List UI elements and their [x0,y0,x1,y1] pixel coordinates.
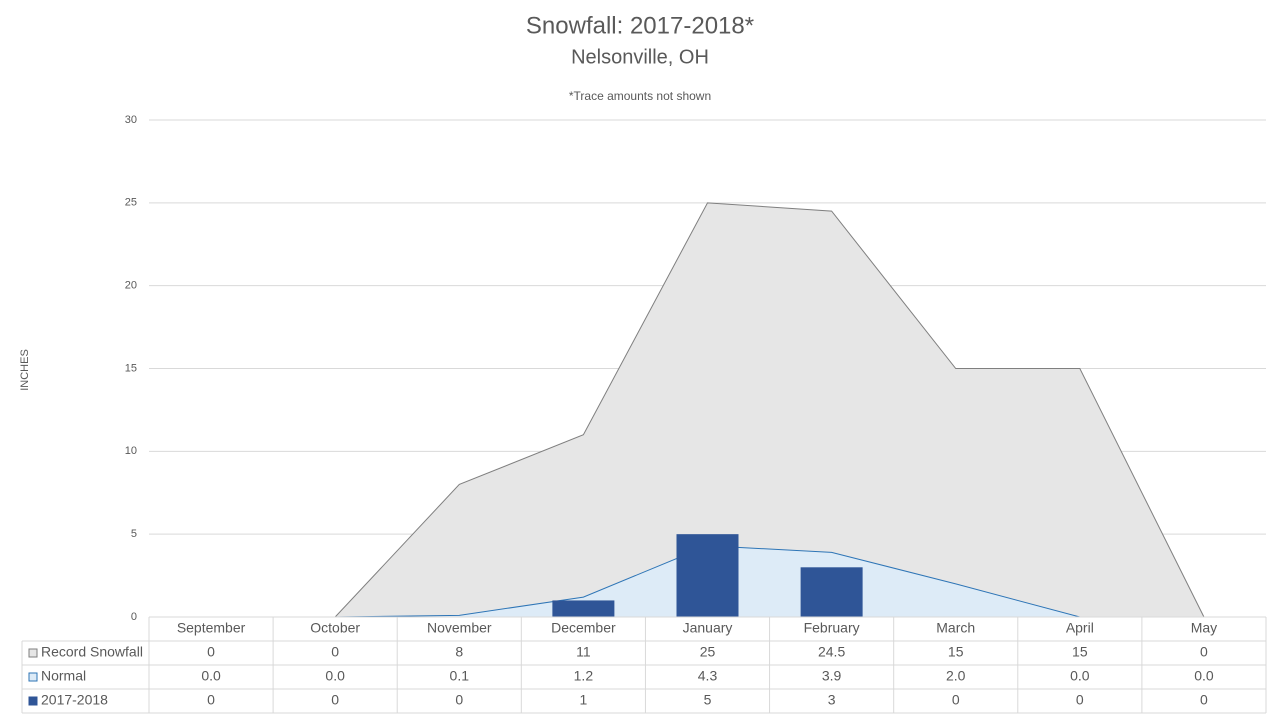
x-tick-label: September [177,620,246,636]
y-tick-label: 5 [131,528,137,540]
legend-swatch [28,672,38,682]
data-table-value: 0.1 [450,668,470,684]
legend-swatch [28,648,38,658]
chart-title: Snowfall: 2017-2018* [526,12,754,39]
legend-label: Record Snowfall [41,644,143,660]
area [211,202,1204,618]
data-table-value: 3.9 [822,668,842,684]
x-tick-label: May [1191,620,1217,636]
data-table-value: 0 [952,692,960,708]
data-table-value: 0.0 [201,668,221,684]
data-table-value: 0 [1076,692,1084,708]
data-table-value: 15 [1072,644,1088,660]
x-tick-label: January [683,620,733,636]
data-table-value: 0.0 [325,668,345,684]
chart-note: *Trace amounts not shown [569,89,711,103]
data-table-value: 3 [828,692,836,708]
x-tick-label: March [936,620,975,636]
y-axis-title: INCHES [19,349,31,391]
data-table-value: 4.3 [698,668,718,684]
y-tick-label: 10 [125,445,137,457]
data-table-value: 11 [576,644,591,660]
data-table-value: 2.0 [946,668,966,684]
data-table-value: 0 [1200,692,1208,708]
data-table-value: 0 [207,692,215,708]
y-tick-label: 20 [125,280,137,292]
legend-swatch [28,696,38,706]
x-tick-label: February [804,620,860,636]
data-table-value: 8 [455,644,463,660]
y-tick-label: 0 [131,611,137,623]
legend-label: 2017-2018 [41,692,108,708]
data-table-value: 5 [704,692,712,708]
data-table-value: 0 [455,692,463,708]
x-tick-label: October [310,620,360,636]
x-tick-label: April [1066,620,1094,636]
area-line [211,202,1205,618]
data-table-value: 0 [207,644,215,660]
data-table-value: 0 [1200,644,1208,660]
x-tick-label: November [427,620,492,636]
data-table-value: 1 [579,692,587,708]
legend-label: Normal [41,668,86,684]
data-table-value: 1.2 [574,668,594,684]
y-tick-label: 30 [125,114,137,126]
data-table-value: 15 [948,644,964,660]
y-tick-label: 15 [125,362,137,374]
chart-subtitle: Nelsonville, OH [571,46,709,68]
data-table-value: 0.0 [1194,668,1214,684]
data-table-value: 0.0 [1070,668,1090,684]
bar [676,534,739,617]
y-tick-label: 25 [125,197,137,209]
bar [552,600,615,617]
data-table-value: 0 [331,644,339,660]
x-tick-label: December [551,620,616,636]
data-table-value: 0 [331,692,339,708]
bar [800,567,863,617]
data-table-value: 25 [700,644,716,660]
data-table-value: 24.5 [818,644,845,660]
